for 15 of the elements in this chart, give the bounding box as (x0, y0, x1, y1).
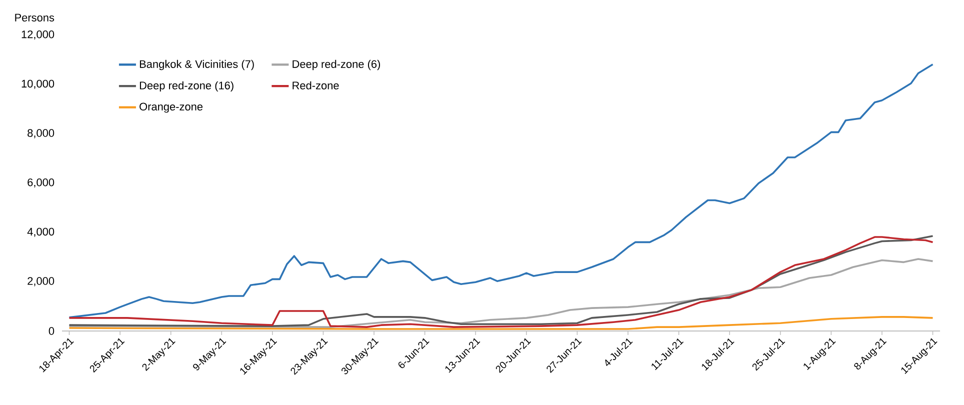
y-tick-label: 10,000 (22, 80, 54, 89)
legend-label: Deep red-zone (6) (292, 60, 380, 70)
line-series (68, 258, 934, 328)
y-tick-label: 6,000 (28, 178, 54, 188)
legend-label: Deep red-zone (16) (140, 81, 234, 92)
legend-label: Orange-zone (140, 102, 203, 113)
y-tick-label: 2,000 (28, 277, 54, 286)
line-series (68, 316, 934, 330)
y-tick-label: 4,000 (27, 228, 54, 237)
y-tick-label: 8,000 (28, 129, 54, 138)
y-tick-label: 12,000 (22, 30, 54, 40)
y-axis-title: Persons (15, 14, 54, 22)
legend-label: Bangkok & Vicinities (7) (140, 60, 254, 70)
y-tick-label: 0 (48, 327, 54, 335)
legend-label: Red-zone (292, 81, 339, 90)
